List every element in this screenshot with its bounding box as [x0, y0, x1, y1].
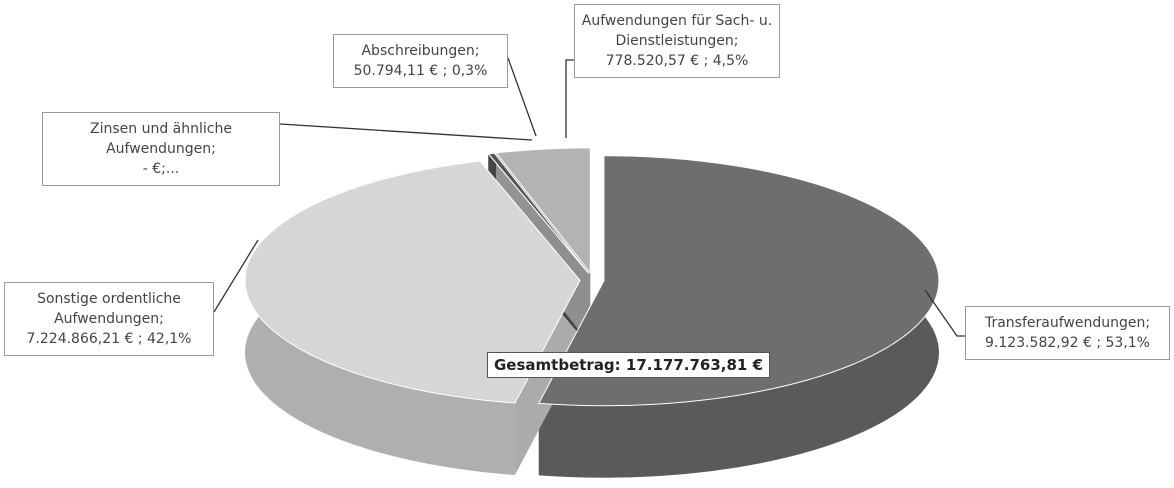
leader-line [924, 289, 965, 337]
label-category: Transferaufwendungen; [984, 315, 1151, 331]
label-value: 778.520,57 € ; 4,5% [605, 53, 749, 69]
leader-line [279, 123, 533, 141]
slice [244, 160, 581, 404]
slice [538, 155, 940, 407]
leader-line [507, 57, 537, 137]
label-value: 50.794,11 € ; 0,3% [353, 63, 488, 79]
data-label: Aufwendungen für Sach- u. Dienstleistung… [574, 4, 780, 78]
data-label: Abschreibungen; 50.794,11 € ; 0,3% [333, 34, 508, 88]
label-value: 9.123.582,92 € ; 53,1% [985, 335, 1150, 351]
label-category: Zinsen und ähnliche Aufwendungen; [90, 121, 232, 157]
label-value: 7.224.866,21 € ; 42,1% [26, 331, 192, 347]
label-category: Abschreibungen; [361, 43, 480, 59]
leader-line [213, 239, 259, 313]
slice [487, 152, 589, 274]
data-label: Transferaufwendungen; 9.123.582,92 € ; 53… [965, 306, 1170, 360]
annotation: Gesamtbetrag: 17.177.763,81 € [487, 352, 771, 378]
label-value: - €;... [142, 161, 180, 177]
data-label: Zinsen und ähnliche Aufwendungen; - €;... [42, 112, 280, 186]
label-category: Aufwendungen für Sach- u. Dienstleistung… [581, 13, 773, 49]
slice [495, 147, 591, 275]
leader-line [565, 59, 574, 138]
data-label: Sonstige ordentliche Aufwendungen; 7.224.… [4, 282, 214, 356]
label-category: Sonstige ordentliche Aufwendungen; [37, 291, 181, 327]
